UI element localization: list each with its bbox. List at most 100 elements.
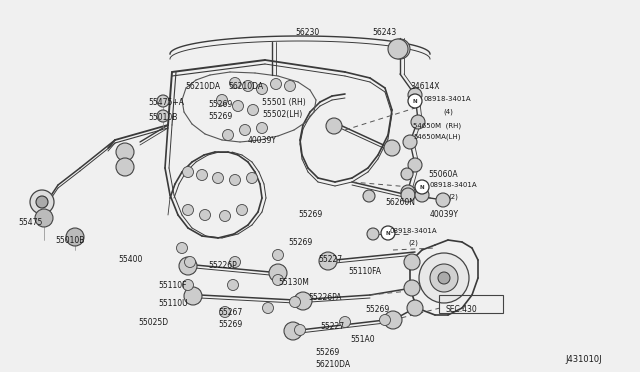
Circle shape [294,324,305,336]
Circle shape [408,88,422,102]
Circle shape [319,252,337,270]
Text: 55269: 55269 [298,210,323,219]
Circle shape [179,257,197,275]
Circle shape [326,118,342,134]
Circle shape [404,254,420,270]
Text: SEC.430: SEC.430 [446,305,477,314]
Text: 34614X: 34614X [410,82,440,91]
Circle shape [216,94,227,106]
Text: 55267: 55267 [218,308,243,317]
Circle shape [262,302,273,314]
Circle shape [243,80,253,92]
Circle shape [257,83,268,94]
Text: 55475+A: 55475+A [148,98,184,107]
Circle shape [289,296,301,308]
Circle shape [257,122,268,134]
Text: 55110F: 55110F [158,281,186,290]
Circle shape [273,275,284,285]
Circle shape [401,168,413,180]
Circle shape [200,209,211,221]
Text: 55269: 55269 [315,348,339,357]
Circle shape [157,95,169,107]
Text: 40039Y: 40039Y [248,136,277,145]
Text: (2): (2) [448,193,458,199]
Circle shape [294,292,312,310]
Text: 55025D: 55025D [138,318,168,327]
Text: 55226P: 55226P [208,261,237,270]
Circle shape [367,228,379,240]
Circle shape [381,226,395,240]
Circle shape [196,170,207,180]
Text: 55110U: 55110U [158,299,188,308]
Text: 55010B: 55010B [55,236,84,245]
Text: 56243: 56243 [372,28,396,37]
Text: 56230: 56230 [295,28,319,37]
Text: 55110FA: 55110FA [348,267,381,276]
Text: 55269: 55269 [208,100,232,109]
Text: 55269: 55269 [208,112,232,121]
Circle shape [419,253,469,303]
Circle shape [415,188,429,202]
Circle shape [404,280,420,296]
Circle shape [212,173,223,183]
Circle shape [407,300,423,316]
Circle shape [415,180,429,194]
Circle shape [237,205,248,215]
Text: 56210DA: 56210DA [315,360,350,369]
Circle shape [339,317,351,327]
Text: 55269: 55269 [365,305,389,314]
Text: 55130M: 55130M [278,278,309,287]
Circle shape [184,257,195,267]
Text: (2): (2) [408,239,418,246]
Circle shape [182,205,193,215]
Circle shape [220,307,230,317]
Circle shape [384,140,400,156]
Circle shape [230,257,241,267]
Circle shape [66,228,84,246]
Circle shape [177,243,188,253]
Text: 55269: 55269 [288,238,312,247]
Text: 08918-3401A: 08918-3401A [430,182,477,188]
Circle shape [227,279,239,291]
Circle shape [271,78,282,90]
Circle shape [284,322,302,340]
Circle shape [273,250,284,260]
Text: 08918-3401A: 08918-3401A [390,228,438,234]
Circle shape [248,105,259,115]
Text: 55269: 55269 [218,320,243,329]
Text: (4): (4) [443,108,453,115]
Text: 40039Y: 40039Y [430,210,459,219]
Circle shape [285,80,296,92]
Circle shape [430,264,458,292]
Text: 55227: 55227 [318,255,342,264]
Circle shape [232,100,243,112]
Circle shape [363,190,375,202]
Circle shape [223,129,234,141]
Text: 55501 (RH): 55501 (RH) [262,98,306,107]
Circle shape [401,188,415,202]
Circle shape [408,94,422,108]
Circle shape [269,264,287,282]
Text: N: N [413,99,417,103]
Circle shape [182,279,193,291]
Text: N: N [386,231,390,235]
Circle shape [408,158,422,172]
Circle shape [230,174,241,186]
Text: 55227: 55227 [320,322,344,331]
Circle shape [220,211,230,221]
Text: 55010B: 55010B [148,113,177,122]
Circle shape [116,143,134,161]
Circle shape [384,311,402,329]
Circle shape [116,158,134,176]
Circle shape [184,287,202,305]
Circle shape [401,185,415,199]
Circle shape [380,314,390,326]
Circle shape [182,167,193,177]
Text: 56210DA: 56210DA [185,82,220,91]
Text: 56260N: 56260N [385,198,415,207]
Circle shape [35,209,53,227]
Circle shape [411,115,425,129]
Circle shape [239,125,250,135]
Text: 55400: 55400 [118,255,142,264]
Text: 54650MA(LH): 54650MA(LH) [413,133,461,140]
